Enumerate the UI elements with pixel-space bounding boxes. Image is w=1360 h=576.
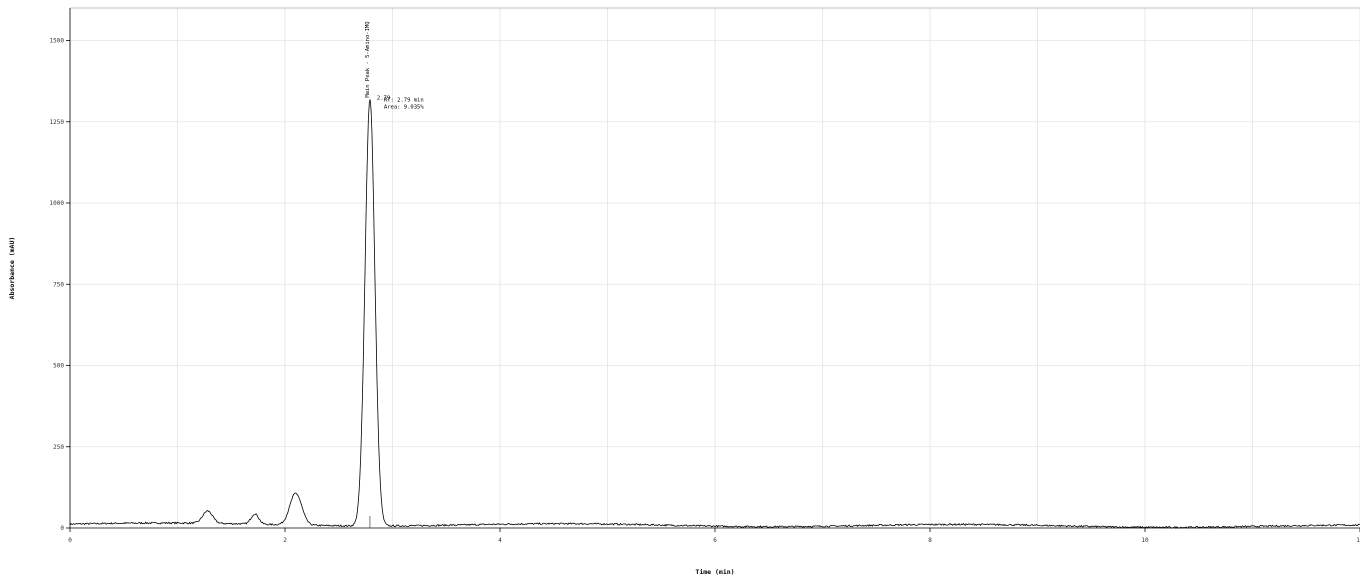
y-axis-ticks: 0 250 500 750 1000 1250 1500 xyxy=(50,38,70,532)
x-tick-label: 4 xyxy=(498,537,502,544)
y-tick-label: 250 xyxy=(53,444,64,451)
peak-area-text: Area: 9.035% xyxy=(384,105,424,111)
peak-rt-label: 2.79 xyxy=(377,96,390,102)
x-tick-label: 6 xyxy=(713,537,717,544)
grid-lines xyxy=(69,8,1360,528)
y-tick-label: 1250 xyxy=(50,119,65,126)
x-axis-title: Time (min) xyxy=(695,568,734,576)
y-tick-label: 750 xyxy=(53,281,64,288)
peak-rt-text: RT: 2.79 min xyxy=(384,98,424,104)
x-tick-label: 8 xyxy=(928,537,932,544)
y-tick-label: 500 xyxy=(53,363,64,370)
y-tick-label: 1000 xyxy=(50,200,65,207)
x-axis-ticks: 0 2 4 6 8 10 1 xyxy=(68,528,1360,544)
x-tick-label: 0 xyxy=(68,537,72,544)
x-tick-label: 2 xyxy=(283,537,287,544)
x-tick-label: 1 xyxy=(1356,537,1360,544)
chromatogram-trace xyxy=(69,99,1360,529)
y-axis-title: Absorbance (mAU) xyxy=(8,237,16,300)
peak-name-annotation: Main Peak - 5-Amino-IMQ xyxy=(365,21,371,97)
y-tick-label: 1500 xyxy=(50,38,65,45)
x-tick-label: 10 xyxy=(1141,537,1149,544)
y-tick-label: 0 xyxy=(60,525,64,532)
